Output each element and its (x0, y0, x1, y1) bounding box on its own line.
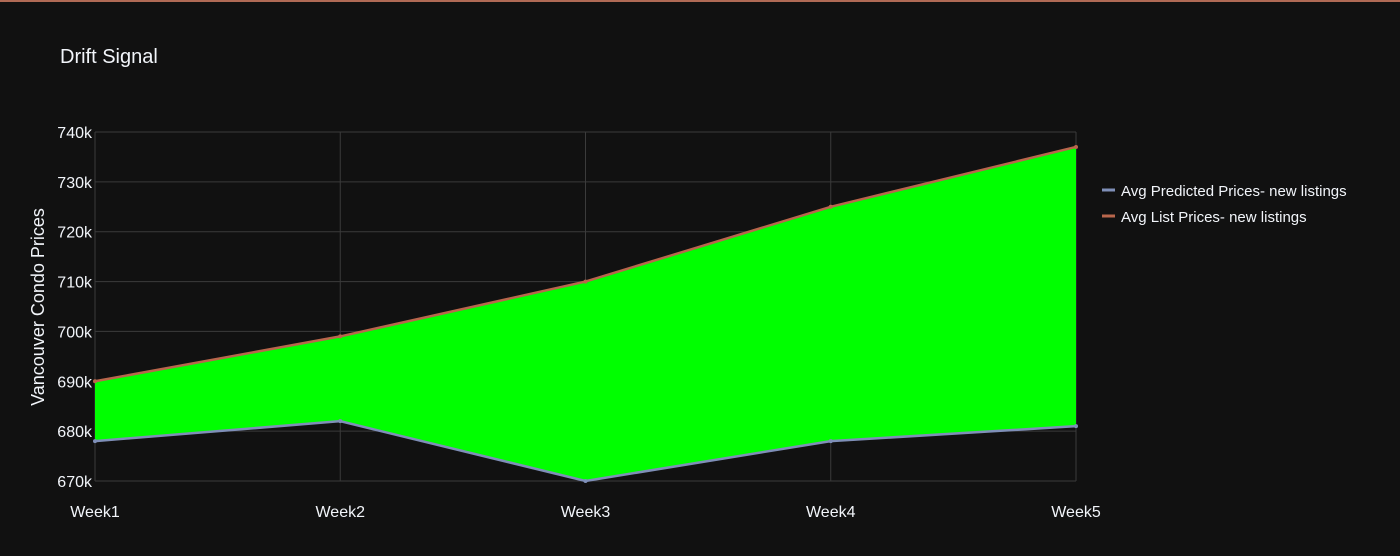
x-tick-label-3: Week4 (806, 504, 856, 521)
series-1-point-4[interactable] (1074, 144, 1078, 149)
x-axis-ticks: Week1 Week2 Week3 Week4 Week5 (70, 504, 1101, 521)
fill-between-area (95, 146, 1076, 481)
series-1-point-3[interactable] (828, 204, 833, 209)
chart-title: Drift Signal (60, 46, 158, 68)
y-tick-label-3: 700k (57, 324, 93, 341)
x-tick-label-2: Week3 (561, 504, 611, 521)
legend-label-list[interactable]: Avg List Prices- new listings (1121, 209, 1307, 226)
y-tick-label-2: 690k (57, 374, 93, 391)
series-1-point-2[interactable] (583, 279, 588, 284)
legend-label-predicted[interactable]: Avg Predicted Prices- new listings (1121, 183, 1347, 200)
y-tick-label-1: 680k (57, 424, 93, 441)
y-axis-title: Vancouver Condo Prices (28, 208, 48, 406)
y-axis-ticks: 670k 680k 690k 700k 710k 720k 730k 740k (57, 125, 93, 491)
fill-layer (95, 146, 1076, 481)
series-0-point-1[interactable] (338, 419, 343, 424)
series-1-point-0[interactable] (93, 379, 97, 384)
line-layer (93, 144, 1078, 483)
series-1-point-1[interactable] (338, 334, 343, 339)
x-tick-label-4: Week5 (1051, 504, 1101, 521)
series-0-point-3[interactable] (828, 439, 833, 444)
x-tick-label-0: Week1 (70, 504, 120, 521)
legend[interactable]: Avg Predicted Prices- new listings Avg L… (1102, 183, 1347, 226)
series-0-point-0[interactable] (93, 439, 97, 444)
y-tick-label-7: 740k (57, 125, 93, 142)
window-top-border (0, 0, 1400, 2)
y-tick-label-0: 670k (57, 474, 93, 491)
x-tick-label-1: Week2 (315, 504, 365, 521)
series-0-point-2[interactable] (583, 479, 588, 483)
series-0-point-4[interactable] (1074, 424, 1078, 429)
y-tick-label-4: 710k (57, 275, 93, 292)
y-tick-label-5: 720k (57, 225, 93, 242)
y-tick-label-6: 730k (57, 175, 93, 192)
